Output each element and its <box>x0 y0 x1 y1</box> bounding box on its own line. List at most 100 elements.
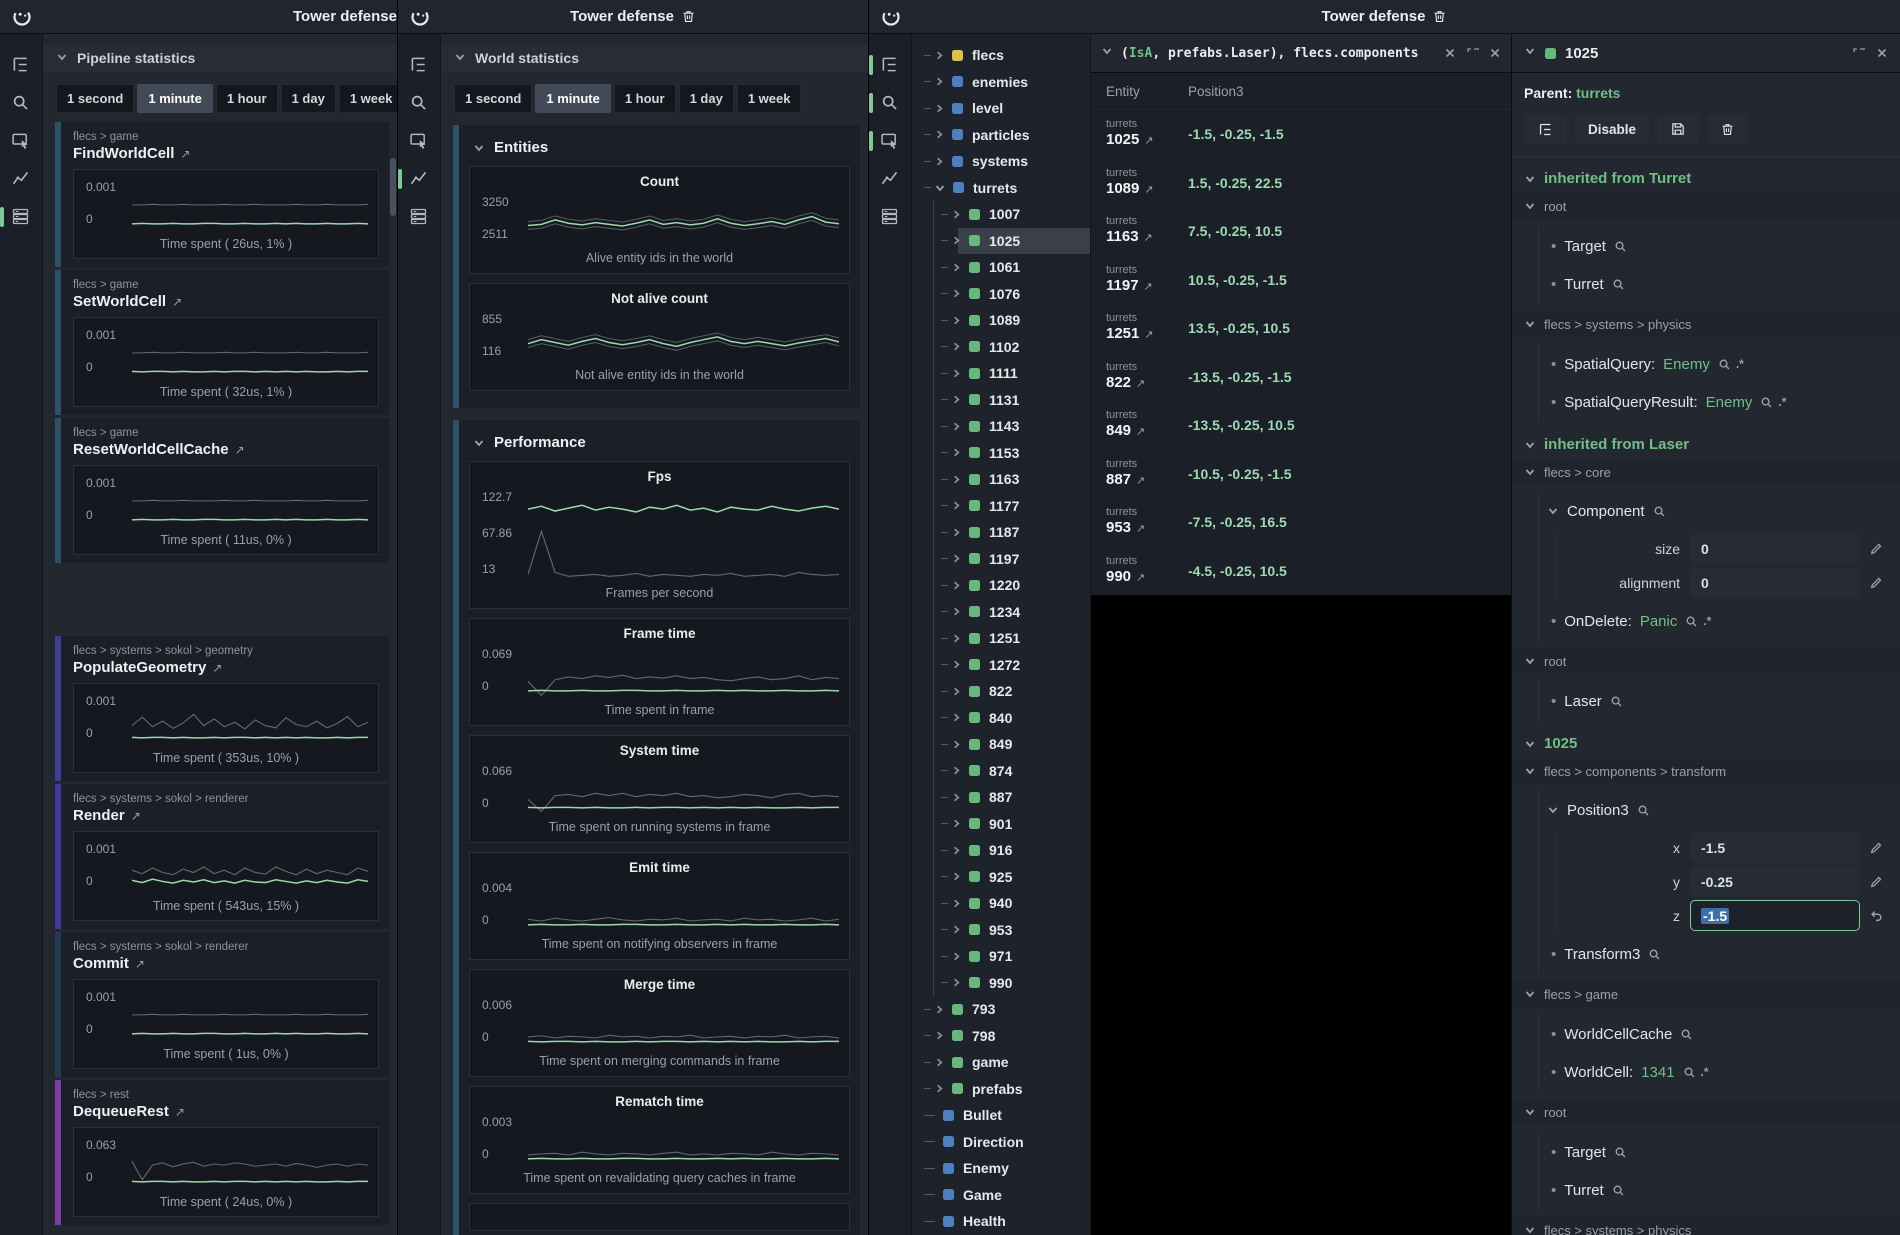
chevron-right-icon[interactable] <box>934 1030 945 1041</box>
external-link-icon[interactable]: ↗ <box>180 146 191 161</box>
tree-item-enemies[interactable]: enemies <box>912 69 1090 96</box>
tree-item-874[interactable]: 874 <box>934 758 1090 785</box>
table-icon[interactable] <box>0 206 32 228</box>
chevron-right-icon[interactable] <box>951 712 962 723</box>
tree-item-990[interactable]: 990 <box>934 970 1090 997</box>
time-range-tab[interactable]: 1 minute <box>137 84 213 113</box>
search-icon[interactable] <box>1648 948 1661 961</box>
chevron-right-icon[interactable] <box>951 898 962 909</box>
tree-item-953[interactable]: 953 <box>934 917 1090 944</box>
external-link-icon[interactable]: ↗ <box>134 956 145 971</box>
tree-item-1025[interactable]: 1025 <box>934 227 1090 254</box>
tree-item-822[interactable]: 822 <box>934 678 1090 705</box>
section-header[interactable]: Entities <box>473 139 850 156</box>
chevron-right-icon[interactable] <box>951 686 962 697</box>
field-input-size[interactable]: 0 <box>1690 533 1860 564</box>
tree-icon[interactable] <box>408 54 430 76</box>
save-button[interactable] <box>1657 114 1700 144</box>
tree-item-940[interactable]: 940 <box>934 890 1090 917</box>
search-icon[interactable] <box>408 92 430 114</box>
query-result-row[interactable]: turrets 1089 ↗ 1.5, -0.25, 22.5 <box>1091 158 1511 207</box>
canvas-icon[interactable] <box>10 130 32 152</box>
tree-icon[interactable] <box>869 54 901 76</box>
chevron-right-icon[interactable] <box>934 103 945 114</box>
component-Position3[interactable]: Position3 <box>1539 792 1888 828</box>
search-icon[interactable] <box>1680 1028 1693 1041</box>
search-icon[interactable] <box>1614 1146 1627 1159</box>
external-link-icon[interactable]: ↗ <box>1144 329 1154 342</box>
query-result-row[interactable]: turrets 849 ↗ -13.5, -0.25, 10.5 <box>1091 401 1511 450</box>
tree-item-1197[interactable]: 1197 <box>934 546 1090 573</box>
expand-panel-icon[interactable] <box>1852 47 1865 60</box>
entity-id-link[interactable]: 1251 ↗ <box>1106 325 1188 344</box>
external-link-icon[interactable]: ↗ <box>1136 426 1146 439</box>
module-breadcrumb-strip[interactable]: root <box>1512 193 1900 219</box>
search-icon[interactable] <box>869 92 901 114</box>
show-in-tree-button[interactable] <box>1524 114 1567 144</box>
external-link-icon[interactable]: ↗ <box>1144 135 1154 148</box>
expand-panel-icon[interactable] <box>1466 47 1479 60</box>
entity-id-link[interactable]: 849 ↗ <box>1106 422 1188 441</box>
tree-item-901[interactable]: 901 <box>934 811 1090 838</box>
column-header-entity[interactable]: Entity <box>1106 83 1140 99</box>
delete-button[interactable] <box>1707 114 1749 144</box>
chevron-right-icon[interactable] <box>951 288 962 299</box>
tree-item-game[interactable]: game <box>912 1049 1090 1076</box>
edit-pencil-icon[interactable] <box>1864 841 1888 855</box>
section-header[interactable]: Performance <box>473 434 850 451</box>
chevron-right-icon[interactable] <box>934 76 945 87</box>
search-icon[interactable] <box>1653 505 1666 518</box>
trash-icon[interactable] <box>681 9 696 24</box>
tree-item-925[interactable]: 925 <box>934 864 1090 891</box>
edit-pencil-icon[interactable] <box>1864 875 1888 889</box>
edit-pencil-icon[interactable] <box>1864 542 1888 556</box>
time-range-tab[interactable]: 1 day <box>280 84 336 113</box>
tree-item-1076[interactable]: 1076 <box>934 281 1090 308</box>
external-link-icon[interactable]: ↗ <box>1136 377 1146 390</box>
search-icon[interactable] <box>1718 358 1731 371</box>
external-link-icon[interactable]: ↗ <box>174 1104 185 1119</box>
tree-item-prefabs[interactable]: prefabs <box>912 1076 1090 1103</box>
tree-item-1131[interactable]: 1131 <box>934 387 1090 414</box>
external-link-icon[interactable]: ↗ <box>1143 280 1153 293</box>
panel-header-world-statistics[interactable]: World statistics <box>441 44 868 72</box>
tree-item-1272[interactable]: 1272 <box>934 652 1090 679</box>
tree-item-793[interactable]: 793 <box>912 996 1090 1023</box>
chevron-down-icon[interactable] <box>1101 44 1113 62</box>
tree-icon[interactable] <box>10 54 32 76</box>
tree-item-1143[interactable]: 1143 <box>934 413 1090 440</box>
module-breadcrumb-strip[interactable]: root <box>1512 1099 1900 1125</box>
chevron-right-icon[interactable] <box>951 500 962 511</box>
query-result-row[interactable]: turrets 990 ↗ -4.5, -0.25, 10.5 <box>1091 546 1511 595</box>
chevron-right-icon[interactable] <box>951 659 962 670</box>
query-result-row[interactable]: turrets 1025 ↗ -1.5, -0.25, -1.5 <box>1091 110 1511 159</box>
field-input-x[interactable]: -1.5 <box>1690 832 1860 863</box>
stats-icon[interactable] <box>10 168 32 190</box>
chevron-right-icon[interactable] <box>951 315 962 326</box>
tree-item-1089[interactable]: 1089 <box>934 307 1090 334</box>
tree-item-887[interactable]: 887 <box>934 784 1090 811</box>
module-breadcrumb-strip[interactable]: flecs > systems > physics <box>1512 311 1900 337</box>
tree-item-Health[interactable]: Health <box>912 1208 1090 1235</box>
search-icon[interactable] <box>1637 804 1650 817</box>
component-Component[interactable]: Component <box>1539 493 1888 529</box>
canvas-icon[interactable] <box>408 130 430 152</box>
inspector-section-header[interactable]: inherited from Laser <box>1524 436 1888 453</box>
chevron-right-icon[interactable] <box>951 262 962 273</box>
tree-item-flecs[interactable]: flecs <box>912 42 1090 69</box>
chevron-right-icon[interactable] <box>951 739 962 750</box>
query-result-row[interactable]: turrets 887 ↗ -10.5, -0.25, -1.5 <box>1091 449 1511 498</box>
module-breadcrumb-strip[interactable]: flecs > components > transform <box>1512 758 1900 784</box>
table-icon[interactable] <box>879 206 901 228</box>
search-icon[interactable] <box>1612 1184 1625 1197</box>
tree-item-971[interactable]: 971 <box>934 943 1090 970</box>
tree-item-1061[interactable]: 1061 <box>934 254 1090 281</box>
time-range-tab[interactable]: 1 week <box>736 84 802 113</box>
parent-link[interactable]: turrets <box>1576 85 1621 101</box>
search-icon[interactable] <box>1760 396 1773 409</box>
time-range-tab[interactable]: 1 second <box>454 84 533 113</box>
tree-item-1177[interactable]: 1177 <box>934 493 1090 520</box>
time-range-tab[interactable]: 1 minute <box>535 84 611 113</box>
tree-item-1187[interactable]: 1187 <box>934 519 1090 546</box>
entity-id-link[interactable]: 953 ↗ <box>1106 519 1188 538</box>
